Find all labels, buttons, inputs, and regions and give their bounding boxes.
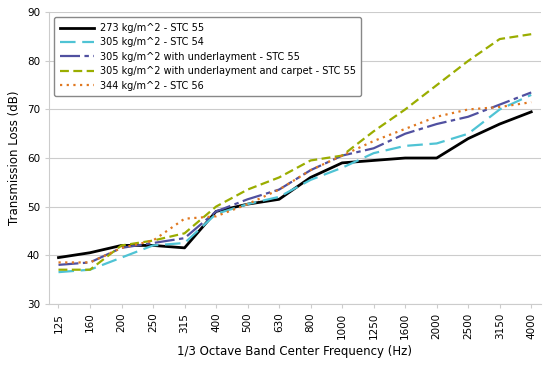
305 kg/m^2 with underlayment - STC 55 — [87, 260, 93, 265]
305 kg/m^2 - STC 54 — [528, 93, 535, 97]
305 kg/m^2 - STC 54 — [87, 268, 93, 272]
273 kg/m^2 - STC 55 — [371, 158, 377, 163]
305 kg/m^2 with underlayment and carpet - STC 55 — [55, 268, 62, 272]
305 kg/m^2 - STC 54 — [276, 195, 282, 199]
305 kg/m^2 with underlayment and carpet - STC 55 — [496, 37, 503, 41]
344 kg/m^2 - STC 56 — [87, 260, 93, 265]
305 kg/m^2 - STC 54 — [433, 141, 440, 146]
344 kg/m^2 - STC 56 — [465, 107, 472, 112]
Line: 305 kg/m^2 with underlayment - STC 55: 305 kg/m^2 with underlayment - STC 55 — [59, 93, 531, 265]
344 kg/m^2 - STC 56 — [181, 217, 188, 221]
305 kg/m^2 with underlayment - STC 55 — [339, 153, 345, 158]
305 kg/m^2 with underlayment and carpet - STC 55 — [402, 107, 408, 112]
305 kg/m^2 with underlayment - STC 55 — [118, 246, 125, 250]
273 kg/m^2 - STC 55 — [118, 243, 125, 248]
Legend: 273 kg/m^2 - STC 55, 305 kg/m^2 - STC 54, 305 kg/m^2 with underlayment - STC 55,: 273 kg/m^2 - STC 55, 305 kg/m^2 - STC 54… — [54, 17, 361, 96]
273 kg/m^2 - STC 55 — [87, 250, 93, 255]
305 kg/m^2 - STC 54 — [181, 241, 188, 245]
305 kg/m^2 with underlayment and carpet - STC 55 — [118, 243, 125, 248]
344 kg/m^2 - STC 56 — [402, 127, 408, 131]
305 kg/m^2 with underlayment - STC 55 — [276, 187, 282, 192]
305 kg/m^2 with underlayment - STC 55 — [244, 197, 251, 202]
305 kg/m^2 with underlayment - STC 55 — [496, 102, 503, 107]
305 kg/m^2 with underlayment and carpet - STC 55 — [339, 153, 345, 158]
273 kg/m^2 - STC 55 — [276, 197, 282, 202]
305 kg/m^2 - STC 54 — [118, 255, 125, 260]
Line: 273 kg/m^2 - STC 55: 273 kg/m^2 - STC 55 — [59, 112, 531, 258]
273 kg/m^2 - STC 55 — [55, 255, 62, 260]
305 kg/m^2 - STC 54 — [496, 107, 503, 112]
273 kg/m^2 - STC 55 — [496, 122, 503, 126]
273 kg/m^2 - STC 55 — [150, 243, 156, 248]
344 kg/m^2 - STC 56 — [496, 105, 503, 109]
305 kg/m^2 with underlayment and carpet - STC 55 — [87, 268, 93, 272]
344 kg/m^2 - STC 56 — [55, 260, 62, 265]
344 kg/m^2 - STC 56 — [213, 214, 220, 219]
305 kg/m^2 - STC 54 — [307, 178, 314, 182]
305 kg/m^2 - STC 54 — [213, 212, 220, 216]
344 kg/m^2 - STC 56 — [118, 246, 125, 250]
Line: 305 kg/m^2 with underlayment and carpet - STC 55: 305 kg/m^2 with underlayment and carpet … — [59, 34, 531, 270]
305 kg/m^2 with underlayment and carpet - STC 55 — [181, 231, 188, 235]
305 kg/m^2 with underlayment - STC 55 — [402, 131, 408, 136]
305 kg/m^2 with underlayment - STC 55 — [213, 209, 220, 214]
305 kg/m^2 with underlayment and carpet - STC 55 — [528, 32, 535, 36]
305 kg/m^2 - STC 54 — [244, 202, 251, 206]
305 kg/m^2 with underlayment and carpet - STC 55 — [244, 187, 251, 192]
X-axis label: 1/3 Octave Band Center Frequency (Hz): 1/3 Octave Band Center Frequency (Hz) — [177, 345, 412, 358]
305 kg/m^2 with underlayment and carpet - STC 55 — [433, 83, 440, 87]
273 kg/m^2 - STC 55 — [244, 202, 251, 206]
273 kg/m^2 - STC 55 — [339, 161, 345, 165]
273 kg/m^2 - STC 55 — [307, 175, 314, 180]
305 kg/m^2 - STC 54 — [465, 131, 472, 136]
273 kg/m^2 - STC 55 — [465, 137, 472, 141]
305 kg/m^2 - STC 54 — [150, 243, 156, 248]
273 kg/m^2 - STC 55 — [213, 209, 220, 214]
344 kg/m^2 - STC 56 — [528, 100, 535, 104]
305 kg/m^2 - STC 54 — [402, 144, 408, 148]
305 kg/m^2 with underlayment and carpet - STC 55 — [150, 238, 156, 243]
344 kg/m^2 - STC 56 — [307, 168, 314, 172]
Y-axis label: Transmission Loss (dB): Transmission Loss (dB) — [8, 91, 21, 225]
305 kg/m^2 - STC 54 — [339, 165, 345, 170]
305 kg/m^2 with underlayment - STC 55 — [465, 115, 472, 119]
305 kg/m^2 with underlayment and carpet - STC 55 — [307, 158, 314, 163]
305 kg/m^2 - STC 54 — [55, 270, 62, 274]
305 kg/m^2 with underlayment - STC 55 — [528, 90, 535, 95]
344 kg/m^2 - STC 56 — [150, 238, 156, 243]
344 kg/m^2 - STC 56 — [244, 202, 251, 206]
305 kg/m^2 with underlayment and carpet - STC 55 — [276, 175, 282, 180]
305 kg/m^2 with underlayment and carpet - STC 55 — [371, 129, 377, 134]
273 kg/m^2 - STC 55 — [402, 156, 408, 160]
305 kg/m^2 with underlayment - STC 55 — [433, 122, 440, 126]
344 kg/m^2 - STC 56 — [339, 153, 345, 158]
344 kg/m^2 - STC 56 — [276, 187, 282, 192]
305 kg/m^2 - STC 54 — [371, 151, 377, 155]
344 kg/m^2 - STC 56 — [371, 139, 377, 143]
305 kg/m^2 with underlayment - STC 55 — [371, 146, 377, 150]
305 kg/m^2 with underlayment - STC 55 — [55, 263, 62, 267]
305 kg/m^2 with underlayment - STC 55 — [307, 168, 314, 172]
273 kg/m^2 - STC 55 — [528, 110, 535, 114]
305 kg/m^2 with underlayment - STC 55 — [181, 236, 188, 240]
305 kg/m^2 with underlayment - STC 55 — [150, 241, 156, 245]
273 kg/m^2 - STC 55 — [181, 246, 188, 250]
305 kg/m^2 with underlayment and carpet - STC 55 — [213, 204, 220, 209]
Line: 305 kg/m^2 - STC 54: 305 kg/m^2 - STC 54 — [59, 95, 531, 272]
305 kg/m^2 with underlayment and carpet - STC 55 — [465, 59, 472, 63]
273 kg/m^2 - STC 55 — [433, 156, 440, 160]
344 kg/m^2 - STC 56 — [433, 115, 440, 119]
Line: 344 kg/m^2 - STC 56: 344 kg/m^2 - STC 56 — [59, 102, 531, 262]
